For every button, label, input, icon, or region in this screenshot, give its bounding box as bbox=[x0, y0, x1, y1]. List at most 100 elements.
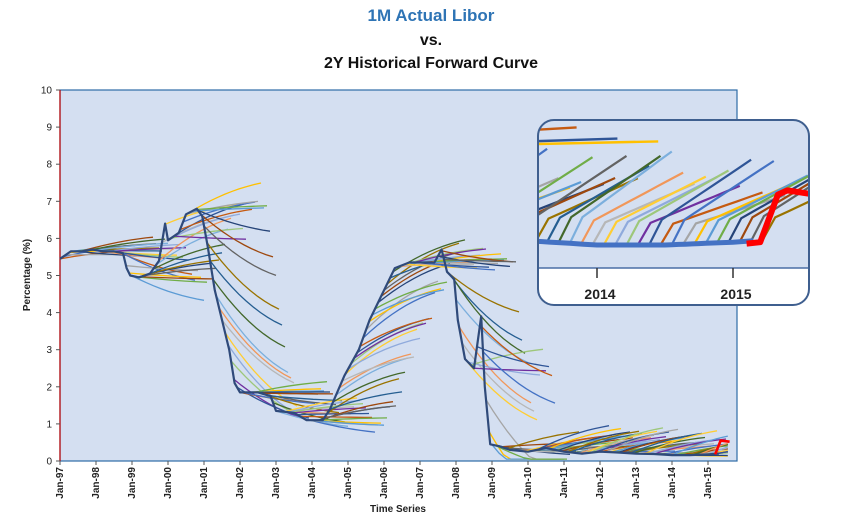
forward-curve bbox=[569, 432, 643, 453]
x-tick-label: Jan-00 bbox=[163, 467, 174, 499]
forward-curve bbox=[314, 417, 388, 421]
forward-curve bbox=[146, 259, 220, 276]
inset-forward-curve bbox=[716, 169, 809, 244]
forward-curve bbox=[371, 289, 445, 316]
forward-curve bbox=[290, 403, 364, 414]
forward-curve bbox=[140, 276, 214, 280]
forward-curve bbox=[566, 430, 640, 453]
forward-curve bbox=[605, 428, 679, 453]
forward-curve bbox=[461, 342, 535, 412]
forward-curve bbox=[269, 395, 343, 402]
inset-frame bbox=[537, 119, 810, 306]
x-tick-label: Jan-15 bbox=[703, 467, 714, 499]
forward-curve bbox=[335, 357, 409, 396]
inset-forward-curve bbox=[538, 140, 659, 146]
inset-forward-curves bbox=[538, 126, 809, 248]
forward-curve bbox=[311, 419, 385, 426]
forward-curve bbox=[443, 258, 517, 263]
forward-curve bbox=[194, 205, 268, 211]
forward-curve bbox=[410, 247, 484, 264]
forward-curve bbox=[377, 263, 451, 304]
forward-curve bbox=[266, 394, 340, 414]
x-tick-label: Jan-06 bbox=[379, 467, 390, 499]
x-axis: Jan-97 Jan-98 Jan-99 Jan-00 Jan-01 Jan-02 Jan-… bbox=[55, 461, 714, 499]
inset-forward-curve bbox=[625, 169, 730, 246]
forward-curve bbox=[362, 291, 436, 339]
forward-curve bbox=[341, 356, 415, 382]
x-tick-label: Jan-99 bbox=[127, 467, 138, 499]
x-tick-label: Jan-97 bbox=[55, 467, 66, 499]
forward-curve bbox=[299, 415, 372, 419]
x-tick-label: Jan-14 bbox=[667, 467, 678, 499]
forward-curve bbox=[260, 392, 334, 395]
forward-curve bbox=[206, 242, 280, 310]
x-tick-label: Jan-03 bbox=[271, 467, 282, 499]
forward-curve bbox=[134, 275, 208, 283]
inset-forward-curve bbox=[580, 171, 684, 245]
inset-forward-curve bbox=[648, 158, 752, 246]
inset-tick-label-2015: 2015 bbox=[720, 286, 751, 302]
forward-curve bbox=[671, 435, 728, 456]
forward-curve bbox=[506, 431, 580, 450]
x-tick-label: Jan-08 bbox=[451, 467, 462, 499]
forward-curve bbox=[284, 397, 358, 413]
x-tick-label: Jan-13 bbox=[631, 467, 642, 499]
actual-libor-series bbox=[59, 207, 730, 457]
inset-forward-curve bbox=[538, 154, 628, 242]
forward-curve bbox=[464, 358, 538, 421]
y-tick-label: 6 bbox=[46, 234, 52, 245]
forward-curve bbox=[476, 345, 550, 368]
forward-curve bbox=[374, 281, 448, 310]
inset-actual-libor-line bbox=[538, 238, 754, 248]
y-tick-label: 10 bbox=[41, 86, 53, 97]
inset-forward-curve bbox=[704, 174, 809, 244]
forward-curve bbox=[188, 182, 262, 214]
inset-forward-curve bbox=[538, 177, 559, 240]
y-tick-label: 1 bbox=[46, 419, 52, 430]
forward-curve bbox=[215, 294, 289, 374]
x-tick-label: Jan-02 bbox=[235, 467, 246, 499]
x-tick-label: Jan-05 bbox=[343, 467, 354, 499]
inset-forward-curve bbox=[761, 174, 809, 241]
forward-curve bbox=[221, 319, 295, 384]
forward-curve bbox=[128, 272, 202, 278]
forward-curve bbox=[155, 228, 229, 266]
y-tick-label: 9 bbox=[46, 123, 52, 134]
forward-curve bbox=[644, 430, 718, 455]
forward-curve bbox=[191, 207, 265, 212]
forward-curve bbox=[494, 444, 567, 460]
forward-curve bbox=[209, 260, 283, 326]
inset-forward-curve bbox=[538, 156, 594, 241]
forward-curve bbox=[548, 427, 622, 450]
forward-curve bbox=[296, 412, 370, 416]
forward-curve bbox=[203, 225, 277, 277]
x-tick-label: Jan-12 bbox=[595, 467, 606, 499]
y-tick-label: 5 bbox=[46, 271, 52, 282]
actual-libor-recent-line bbox=[713, 439, 730, 455]
inset-forward-curve bbox=[659, 191, 763, 246]
inset-forward-curve bbox=[568, 150, 673, 244]
forward-curve bbox=[629, 432, 703, 454]
chart-subtitle-line-2: 2Y Historical Forward Curve bbox=[324, 55, 538, 72]
forward-curve bbox=[332, 371, 406, 403]
forward-curve bbox=[368, 288, 442, 323]
forward-curve bbox=[365, 280, 439, 331]
chart-title: 1M Actual Libor bbox=[367, 6, 495, 25]
x-axis-label: Time Series bbox=[370, 504, 426, 515]
x-tick-label: Jan-11 bbox=[559, 467, 570, 499]
forward-curve bbox=[440, 249, 514, 263]
forward-curve bbox=[287, 399, 361, 413]
forward-curve bbox=[353, 322, 427, 359]
inset-forward-curve bbox=[538, 126, 577, 132]
forward-curve bbox=[347, 337, 421, 370]
forward-curve bbox=[647, 438, 721, 455]
y-tick-label: 8 bbox=[46, 160, 52, 171]
x-tick-label: Jan-98 bbox=[91, 467, 102, 499]
inset-forward-curve bbox=[557, 154, 662, 244]
x-tick-label: Jan-04 bbox=[307, 467, 318, 499]
inset-forward-curve bbox=[538, 176, 616, 242]
forward-curve bbox=[143, 267, 217, 277]
forward-curve bbox=[80, 236, 154, 253]
forward-curve bbox=[473, 367, 547, 372]
